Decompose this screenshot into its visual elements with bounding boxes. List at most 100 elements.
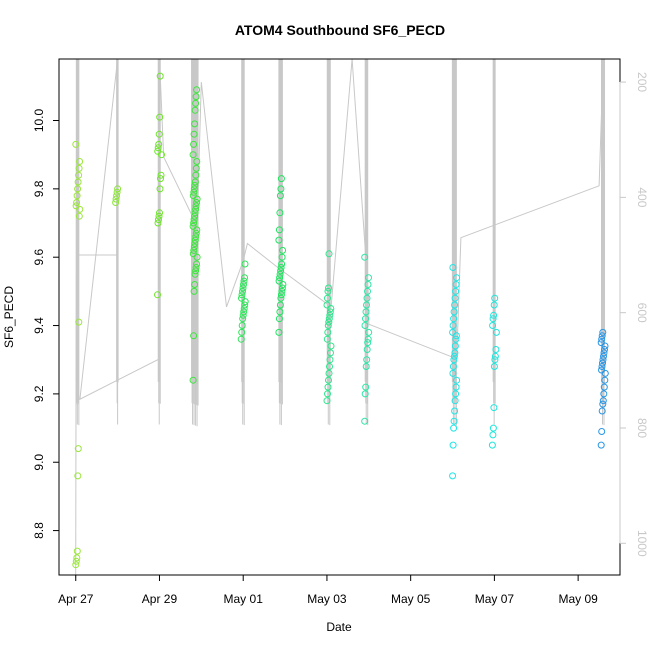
data-point (600, 352, 607, 360)
data-point (491, 294, 499, 302)
data-point (189, 250, 197, 258)
data-point (75, 318, 83, 326)
data-point (490, 363, 498, 370)
data-point (490, 311, 498, 319)
data-point (191, 181, 199, 189)
data-point (193, 199, 201, 206)
data-point (192, 205, 200, 213)
data-point (449, 264, 457, 271)
data-point (189, 151, 197, 159)
data-point (491, 352, 499, 360)
data-point (489, 322, 497, 329)
data-point (599, 359, 606, 367)
data-point (241, 274, 248, 282)
data-point (279, 246, 287, 254)
right-tick-label: 200 (635, 72, 649, 92)
data-point (598, 366, 605, 374)
data-point (327, 342, 335, 350)
data-point (451, 349, 459, 357)
data-point (241, 260, 249, 268)
data-point (191, 209, 199, 217)
y-tick-label: 9.0 (32, 454, 46, 471)
data-point (192, 267, 200, 275)
data-point (190, 216, 198, 224)
x-tick-label: Apr 27 (58, 592, 94, 606)
data-point (598, 407, 606, 415)
data-point (324, 328, 332, 336)
data-point (191, 212, 199, 220)
y-axis: 8.8 9.0 9.2 9.4 9.6 9.8 10.0 (32, 109, 60, 539)
data-point (361, 322, 369, 329)
data-point (490, 301, 498, 309)
data-point (238, 294, 245, 302)
data-point (363, 294, 371, 302)
data-point (449, 472, 457, 480)
data-point (492, 328, 500, 336)
x-axis-label: Date (326, 620, 352, 634)
data-point (190, 243, 198, 251)
data-point (363, 301, 370, 309)
data-point (275, 236, 283, 244)
data-point (74, 178, 82, 186)
data-point (157, 175, 164, 183)
data-point (239, 311, 247, 319)
data-point (362, 315, 369, 323)
data-point (449, 441, 457, 449)
data-point (76, 158, 84, 165)
data-point (451, 397, 459, 405)
data-point (361, 390, 369, 398)
data-point (189, 376, 197, 384)
data-point (323, 397, 331, 405)
data-point (489, 431, 497, 439)
data-point (277, 264, 285, 271)
data-point (114, 185, 122, 193)
data-point (327, 305, 335, 312)
data-point (72, 561, 80, 569)
data-point (112, 195, 120, 203)
data-point (75, 212, 83, 220)
data-point (237, 335, 245, 343)
data-point (238, 291, 246, 299)
data-point (598, 335, 606, 343)
data-point (600, 349, 608, 357)
data-point (156, 209, 163, 217)
data-point (154, 219, 162, 227)
data-point (74, 445, 82, 453)
data-point (325, 315, 333, 323)
data-point (326, 363, 333, 370)
data-point (599, 356, 607, 364)
data-point (277, 267, 285, 275)
data-point (112, 199, 120, 206)
data-point (155, 212, 163, 220)
data-point (324, 294, 331, 302)
data-point (452, 383, 460, 391)
data-point (239, 315, 247, 323)
data-point (488, 441, 496, 449)
data-point (155, 140, 163, 148)
data-point (599, 397, 607, 405)
data-point (489, 424, 497, 432)
data-point (599, 400, 607, 408)
data-point (449, 328, 457, 336)
data-point (278, 260, 286, 268)
data-point (155, 216, 162, 224)
data-point (491, 356, 499, 364)
data-point (325, 376, 332, 384)
data-point (323, 335, 331, 343)
data-point (191, 120, 199, 128)
data-point (361, 417, 369, 425)
x-tick-label: May 01 (224, 592, 264, 606)
x-tick-label: May 07 (475, 592, 515, 606)
data-point (155, 130, 163, 138)
right-tick-label: 800 (635, 418, 649, 438)
data-point (241, 301, 249, 309)
data-point (452, 390, 460, 398)
data-point (157, 171, 165, 179)
data-point (361, 253, 369, 261)
plot-frame (58, 58, 621, 576)
data-point (490, 404, 498, 412)
data-point (193, 226, 201, 234)
data-point (363, 356, 371, 364)
data-point (450, 308, 458, 316)
